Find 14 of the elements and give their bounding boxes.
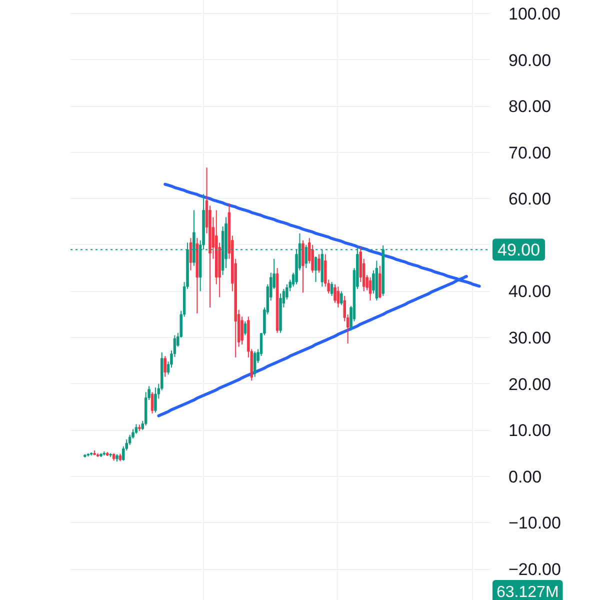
y-tick-label: 80.00 — [508, 97, 552, 116]
y-tick-label: 10.00 — [508, 421, 552, 440]
ref-line-label: 49.00 — [498, 240, 540, 260]
y-tick-label: 60.00 — [508, 190, 552, 209]
y-tick-label: −20.00 — [508, 560, 561, 580]
text: 63.127M — [496, 584, 559, 600]
y-tick-label: 90.00 — [508, 50, 552, 70]
y-tick-label: 30.00 — [508, 328, 552, 348]
y-tick-label: 20.00 — [508, 374, 552, 394]
y-tick-label: 70.00 — [508, 143, 552, 162]
y-tick-label: −10.00 — [508, 514, 561, 533]
y-tick-label: 40.00 — [508, 282, 552, 302]
y-tick-label: 0.00 — [508, 467, 542, 486]
y-tick-label: 100.00 — [508, 4, 560, 24]
